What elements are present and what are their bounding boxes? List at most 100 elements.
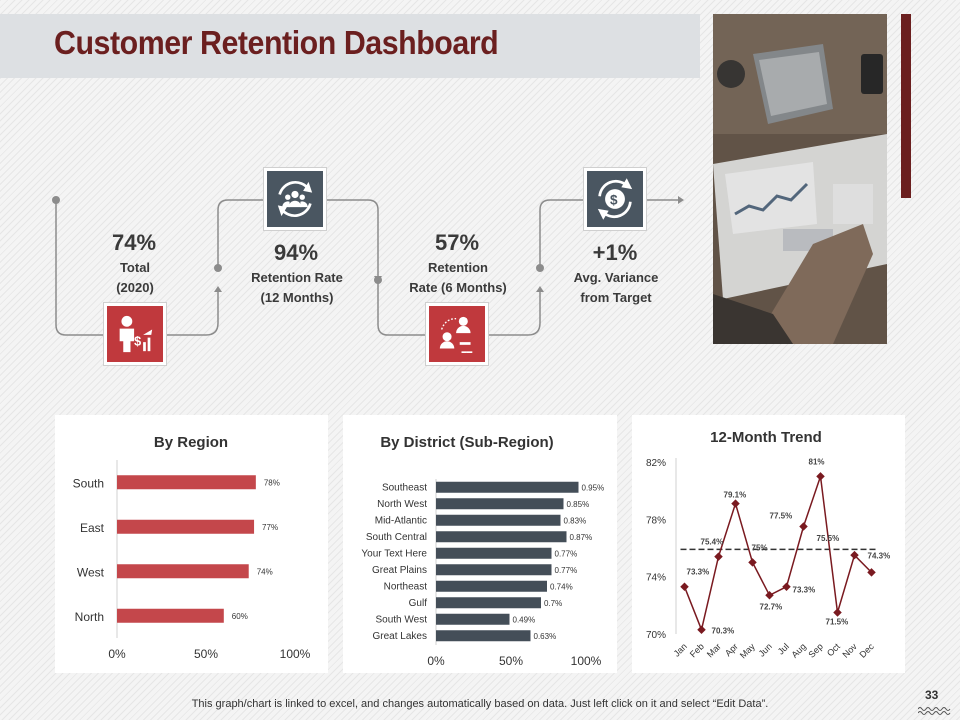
data-point (782, 582, 791, 591)
person-money-growth-icon: $ (104, 303, 166, 365)
data-label: 70.3% (712, 627, 735, 636)
x-tick-label: Oct (825, 641, 842, 658)
bar (436, 498, 564, 510)
accent-bar (901, 14, 911, 198)
x-tick-label: 50% (194, 647, 218, 661)
kpi-label-total: Total (2020) (116, 260, 154, 295)
category-label: Great Plains (372, 565, 427, 576)
office-photo (713, 14, 887, 344)
bar (436, 580, 547, 592)
people-exchange-icon: ▬▬ (426, 303, 488, 365)
data-point (833, 608, 842, 617)
category-label: Your Text Here (361, 548, 427, 559)
x-tick-label: 0% (108, 647, 126, 661)
kpi-value-6-month: 57% (434, 230, 480, 255)
data-label: 0.83% (564, 516, 587, 525)
x-tick-label: Jun (757, 641, 774, 658)
x-tick-label: 100% (571, 654, 602, 668)
data-label: 0.77% (555, 549, 578, 558)
data-label: 0.63% (534, 632, 557, 641)
data-point (765, 591, 774, 600)
chart-title: By District (Sub-Region) (380, 434, 553, 451)
data-label: 81% (809, 457, 825, 466)
y-tick-label: 78% (646, 515, 666, 526)
category-label: South (73, 476, 104, 490)
category-label: East (80, 521, 105, 535)
category-label: Great Lakes (373, 631, 427, 642)
data-label: 74.3% (868, 551, 891, 560)
x-tick-label: Aug (790, 641, 808, 659)
data-label: 73.3% (793, 586, 816, 595)
wave-decoration (918, 707, 951, 715)
page-number: 33 (925, 688, 939, 702)
trend-chart-panel: 12-Month Trend 70% 74% 78% 82% 73.3% Jan 70.3% F… (632, 415, 905, 673)
data-point (731, 499, 740, 508)
bar (117, 519, 255, 534)
category-label: North West (377, 499, 427, 510)
x-tick-label: Sep (807, 641, 825, 659)
x-tick-label: 50% (499, 654, 523, 668)
bar (436, 514, 561, 526)
data-label: 74% (257, 567, 273, 576)
district-chart-panel: By District (Sub-Region) Southeast 0.95% No… (343, 415, 617, 673)
category-label: North (75, 610, 104, 624)
kpi-value-total: 74% (111, 230, 157, 255)
data-label: 72.7% (760, 602, 783, 611)
data-point (799, 522, 808, 531)
dollar-gear-icon: $ (584, 168, 646, 230)
kpi-value-variance: +1% (592, 240, 638, 265)
page-title: Customer Retention Dashboard (54, 24, 499, 61)
bar (117, 608, 224, 623)
data-point (816, 472, 825, 481)
kpi-value-12-month: 94% (273, 240, 319, 265)
district-bar-chart: By District (Sub-Region) Southeast 0.95% No… (361, 434, 604, 668)
x-tick-label: Apr (723, 641, 740, 658)
data-label: 0.87% (570, 533, 593, 542)
kpi-label-12-month: Retention Rate (12 Months) (251, 270, 343, 305)
trend-line-chart: 12-Month Trend 70% 74% 78% 82% 73.3% Jan 70.3% F… (646, 429, 891, 660)
svg-text:▬▬: ▬▬ (462, 349, 473, 355)
x-tick-label: 0% (427, 654, 445, 668)
data-label: 0.85% (567, 500, 590, 509)
people-refresh-icon (264, 168, 326, 230)
region-chart-panel: By Region South 78% East 77% West 74% North 60% 0… (55, 415, 328, 673)
data-label: 78% (264, 478, 280, 487)
data-label: 73.3% (687, 568, 710, 577)
kpi-label-6-month: Retention Rate (6 Months) (409, 260, 507, 295)
bar (117, 564, 249, 579)
data-label: 75.4% (701, 538, 724, 547)
bar (436, 597, 541, 609)
y-tick-label: 74% (646, 573, 666, 584)
bar (117, 475, 256, 490)
x-tick-label: May (738, 641, 757, 660)
category-label: South Central (366, 532, 427, 543)
category-label: Southeast (382, 482, 427, 493)
bar (436, 481, 579, 493)
category-label: West (77, 565, 105, 579)
series-line (683, 476, 873, 633)
data-label: 60% (232, 612, 248, 621)
category-label: Northeast (384, 581, 428, 592)
category-label: Mid-Atlantic (375, 515, 427, 526)
svg-text:$: $ (134, 335, 141, 349)
bar (436, 564, 552, 576)
chart-title: 12-Month Trend (710, 429, 822, 446)
region-bar-chart: By Region South 78% East 77% West 74% North 60% 0… (73, 434, 311, 661)
x-tick-label: Feb (688, 641, 706, 659)
chart-title: By Region (154, 434, 228, 451)
data-point (697, 625, 706, 634)
bar (436, 531, 567, 543)
data-point (748, 558, 757, 567)
data-label: 0.74% (550, 582, 573, 591)
x-tick-label: Jul (776, 641, 791, 656)
data-label: 75.5% (817, 534, 840, 543)
data-label: 71.5% (826, 618, 849, 627)
x-tick-label: Mar (705, 641, 723, 659)
y-tick-label: 82% (646, 458, 666, 469)
bar (436, 630, 531, 642)
svg-text:$: $ (610, 192, 618, 207)
data-label: 77.5% (770, 512, 793, 521)
x-tick-label: 100% (280, 647, 311, 661)
title-band (0, 14, 700, 78)
footnote: This graph/chart is linked to excel, and… (191, 698, 769, 710)
